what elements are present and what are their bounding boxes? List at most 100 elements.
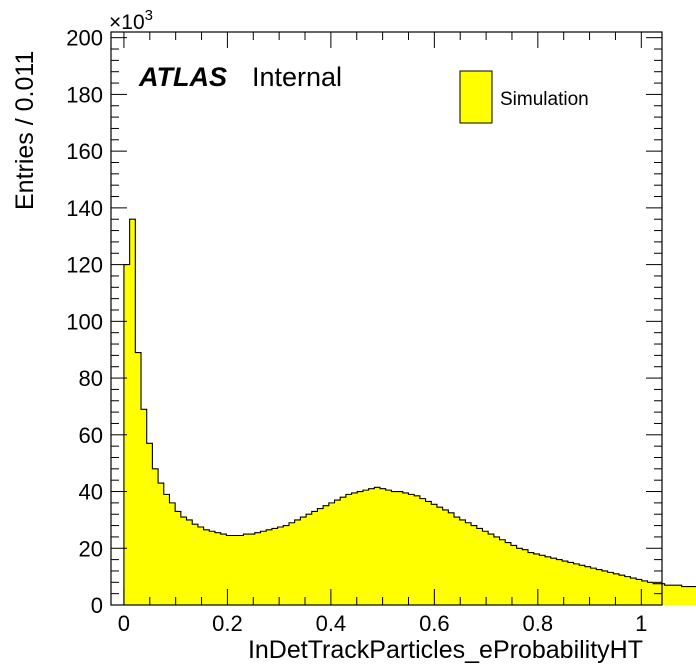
histogram-bin: [647, 582, 654, 605]
histogram-bin: [493, 536, 500, 605]
histogram-bin: [288, 522, 295, 605]
histogram-bin: [556, 559, 563, 605]
histogram-bin: [203, 529, 210, 605]
x-tick-label: 1: [635, 611, 647, 636]
histogram-bin: [380, 488, 387, 605]
y-tick-label: 60: [79, 423, 103, 448]
x-axis-title: InDetTrackParticles_eProbabilityHT: [248, 636, 643, 664]
x-tick-labels: 0 0.2 0.4 0.6 0.8 1: [118, 611, 648, 636]
histogram-bin: [630, 578, 637, 605]
x-tick-label: 0: [118, 611, 130, 636]
histogram-bin: [129, 219, 136, 605]
histogram-bin: [197, 526, 204, 605]
histogram-bin: [482, 531, 489, 605]
x-tick-label: 0.6: [419, 611, 450, 636]
histogram-bin: [180, 517, 187, 605]
y-tick-label: 120: [66, 253, 103, 278]
histogram-bin: [158, 483, 165, 605]
histogram-bin: [590, 568, 597, 605]
histogram-bin: [442, 509, 449, 605]
histogram-bin: [516, 548, 523, 605]
histogram-outline-path: [123, 218, 696, 605]
x-tick-label: 0.4: [316, 611, 347, 636]
histogram-bin: [533, 553, 540, 605]
histogram-bin: [237, 535, 244, 605]
histogram-bin: [334, 500, 341, 605]
histogram-bin: [402, 492, 409, 605]
x-tick-label: 0.2: [212, 611, 243, 636]
histogram-bin: [471, 525, 478, 605]
histogram-bin: [545, 556, 552, 605]
histogram-bin: [550, 558, 557, 605]
histogram-bin: [260, 531, 267, 605]
histogram-bin: [687, 586, 694, 605]
atlas-label: ATLAS: [138, 62, 227, 92]
histogram-bin: [169, 502, 176, 605]
histogram-bin: [340, 497, 347, 605]
histogram-bin: [152, 468, 159, 605]
histogram-bin: [567, 562, 574, 605]
histogram-bin: [391, 491, 398, 605]
histogram-bin: [232, 535, 239, 605]
histogram-bin: [357, 491, 364, 605]
y-tick-label: 180: [66, 82, 103, 107]
histogram-bin: [163, 494, 170, 605]
histogram-bin: [368, 488, 375, 605]
histogram-bin: [175, 511, 182, 605]
x-tick-label: 0.8: [523, 611, 554, 636]
histogram-bin: [271, 528, 278, 605]
y-tick-label: 20: [79, 536, 103, 561]
histogram-bin: [226, 535, 233, 605]
legend-swatch-simulation: [459, 70, 493, 124]
histogram-bin: [584, 566, 591, 605]
histogram-bin: [436, 507, 443, 605]
y-multiplier-label: ×103: [109, 7, 153, 34]
histogram-bars: [123, 219, 696, 605]
histogram-bin: [488, 534, 495, 605]
histogram-bin: [351, 492, 358, 605]
y-tick-label: 140: [66, 196, 103, 221]
histogram-bin: [209, 531, 216, 605]
histogram-bin: [425, 501, 432, 605]
histogram-bin: [414, 495, 421, 605]
histogram-bin: [328, 502, 335, 605]
histogram-bin: [243, 534, 250, 605]
histogram-bin: [562, 561, 569, 605]
legend: Simulation: [459, 70, 589, 124]
histogram-bin: [613, 573, 620, 605]
y-tick-label: 200: [66, 26, 103, 51]
histogram-bin: [431, 504, 438, 605]
histogram-bin: [397, 491, 404, 605]
histogram-bin: [641, 580, 648, 605]
histogram-bin: [579, 565, 586, 605]
histogram-bin: [277, 526, 284, 605]
histogram-bin: [573, 563, 580, 605]
histogram-bin: [670, 585, 677, 605]
y-tick-label: 40: [79, 480, 103, 505]
histogram-bin: [186, 519, 193, 605]
histogram-bin: [528, 552, 534, 605]
histogram-bin: [465, 522, 472, 605]
histogram-bin: [254, 532, 261, 605]
histogram-bin: [300, 517, 307, 605]
histogram-bin: [214, 532, 221, 605]
histogram-bin: [311, 511, 318, 605]
histogram-outline: [123, 218, 696, 605]
histogram-bin: [636, 579, 643, 605]
histogram-bin: [596, 569, 603, 605]
internal-label: Internal: [252, 62, 342, 92]
histogram-bin: [664, 585, 671, 605]
y-tick-label: 100: [66, 309, 103, 334]
histogram-bin: [419, 498, 426, 605]
histogram-bin: [601, 570, 608, 605]
histogram-bin: [681, 586, 688, 605]
legend-label-simulation: Simulation: [500, 89, 589, 110]
histogram-bin: [146, 443, 153, 605]
histogram-bin: [283, 525, 290, 605]
axis-ticks: [111, 32, 662, 606]
histogram-bin: [362, 490, 369, 605]
histogram-bin: [459, 519, 466, 605]
histogram-bin: [653, 583, 660, 605]
y-tick-label: 80: [79, 366, 103, 391]
